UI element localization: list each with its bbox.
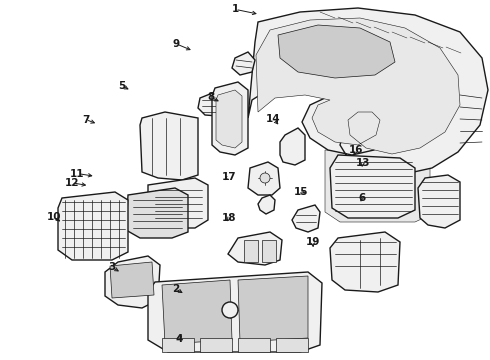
Bar: [262, 240, 276, 262]
Text: 8: 8: [207, 92, 214, 102]
Text: 18: 18: [222, 213, 237, 223]
Polygon shape: [105, 256, 160, 308]
Text: 10: 10: [47, 212, 61, 222]
Polygon shape: [126, 188, 188, 238]
Bar: [162, 338, 194, 352]
Polygon shape: [162, 280, 232, 344]
Circle shape: [222, 302, 238, 318]
Circle shape: [260, 173, 270, 183]
Text: 12: 12: [65, 178, 80, 188]
Polygon shape: [278, 25, 395, 78]
Polygon shape: [280, 128, 305, 165]
Polygon shape: [216, 90, 242, 148]
Polygon shape: [258, 195, 275, 214]
Polygon shape: [58, 192, 128, 260]
Polygon shape: [212, 82, 248, 155]
Bar: [244, 240, 258, 262]
Text: 16: 16: [348, 145, 363, 156]
Polygon shape: [248, 8, 488, 175]
Polygon shape: [238, 276, 308, 342]
Polygon shape: [148, 178, 208, 228]
Text: 5: 5: [118, 81, 125, 91]
Text: 6: 6: [358, 193, 365, 203]
Text: 14: 14: [266, 114, 281, 124]
Polygon shape: [140, 112, 198, 180]
Polygon shape: [248, 162, 280, 195]
Text: 1: 1: [232, 4, 239, 14]
Text: 7: 7: [82, 114, 90, 125]
Text: 13: 13: [355, 158, 370, 168]
Text: 2: 2: [172, 284, 179, 294]
Text: 4: 4: [175, 334, 183, 344]
Polygon shape: [418, 175, 460, 228]
Polygon shape: [148, 272, 322, 352]
Polygon shape: [232, 52, 255, 75]
Polygon shape: [256, 18, 460, 154]
Text: 11: 11: [70, 168, 85, 179]
Polygon shape: [228, 232, 282, 265]
Polygon shape: [110, 262, 154, 298]
Polygon shape: [292, 205, 320, 232]
Bar: [238, 338, 270, 352]
Text: 3: 3: [108, 262, 115, 272]
Polygon shape: [325, 150, 430, 222]
Polygon shape: [198, 92, 228, 116]
Text: 15: 15: [294, 186, 309, 197]
Bar: [200, 338, 232, 352]
Text: 17: 17: [222, 172, 237, 182]
Text: 9: 9: [173, 39, 180, 49]
Polygon shape: [330, 155, 415, 218]
Bar: [276, 338, 308, 352]
Polygon shape: [330, 232, 400, 292]
Text: 19: 19: [305, 237, 320, 247]
